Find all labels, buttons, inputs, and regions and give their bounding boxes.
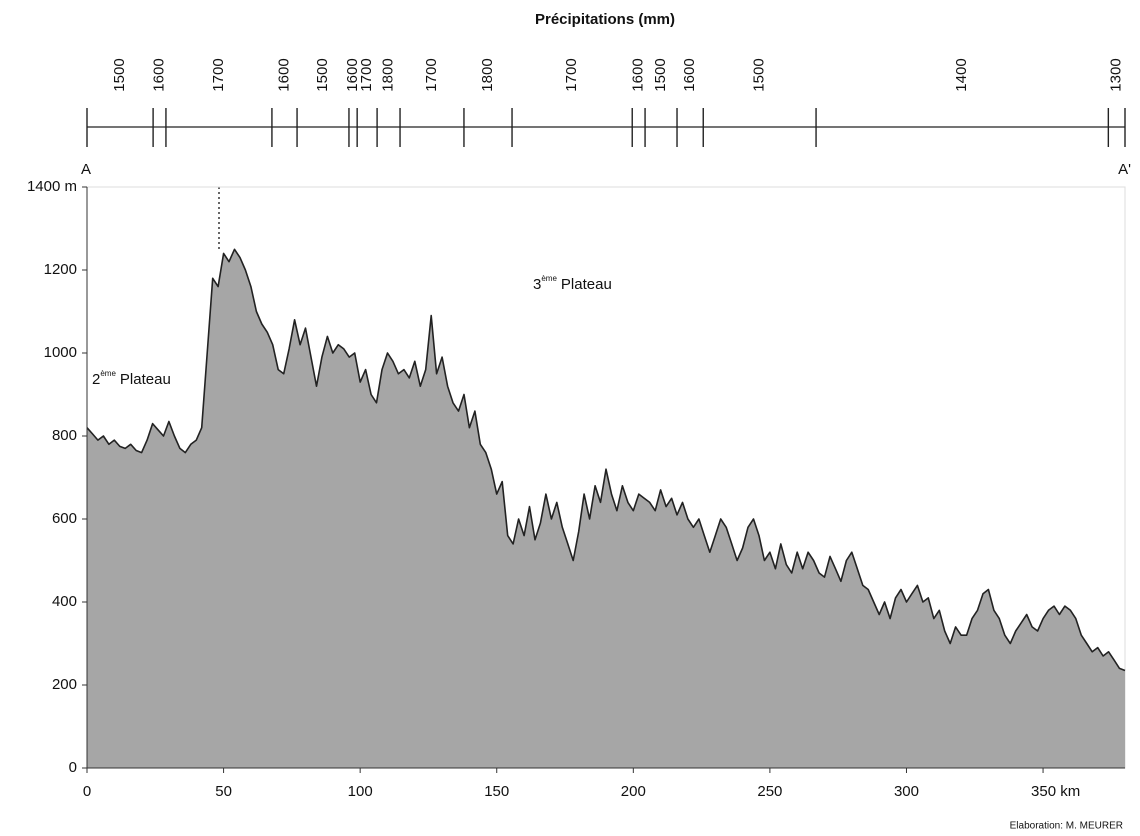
precipitation-label: 1600 (344, 58, 361, 91)
precipitation-label: 1500 (314, 58, 331, 91)
annotation-number: 2 (92, 371, 100, 388)
credit: Elaboration: M. MEURER (1010, 821, 1123, 832)
y-tick-label: 600 (52, 510, 77, 527)
precipitation-label: 1700 (423, 58, 440, 91)
x-tick-label: 200 (621, 783, 646, 800)
annotation: 3ème Plateau (533, 274, 612, 293)
y-tick-label: 1200 (44, 261, 77, 278)
precipitation-label: 1300 (1108, 58, 1125, 91)
annotation: 2ème Plateau (92, 369, 171, 388)
x-tick-label: 150 (484, 783, 509, 800)
y-tick-label: 1400 m (27, 178, 77, 195)
x-tick-label: 50 (215, 783, 232, 800)
precipitation-label: 1800 (380, 58, 397, 91)
y-tick-label: 200 (52, 676, 77, 693)
annotation-label: Plateau (561, 276, 612, 293)
x-tick-label: 250 (757, 783, 782, 800)
precipitation-label: 1800 (479, 58, 496, 91)
precipitation-label: 1700 (358, 58, 375, 91)
y-tick-label: 800 (52, 427, 77, 444)
precipitation-title: Précipitations (mm) (535, 11, 675, 28)
x-tick-label: 300 (894, 783, 919, 800)
precipitation-label: 1500 (751, 58, 768, 91)
precipitation-label: 1700 (563, 58, 580, 91)
precipitation-label: 1700 (210, 58, 227, 91)
elevation-line (86, 248, 1126, 672)
annotation-label: Plateau (120, 371, 171, 388)
precipitation-label: 1400 (953, 58, 970, 91)
precipitation-label: 1600 (681, 58, 698, 91)
precipitation-label: 1500 (111, 58, 128, 91)
elevation-area (87, 249, 1125, 769)
precipitation-label: 1600 (275, 58, 292, 91)
x-tick-label: 0 (83, 783, 91, 800)
x-tick-label: 350 km (1031, 783, 1080, 800)
precipitation-label: 1600 (150, 58, 167, 91)
y-tick-label: 1000 (44, 344, 77, 361)
precipitation-label: 1600 (630, 58, 647, 91)
y-tick-label: 0 (69, 759, 77, 776)
section-start-label: A (81, 161, 91, 178)
y-tick-label: 400 (52, 593, 77, 610)
precipitation-label: 1500 (652, 58, 669, 91)
section-end-label: A' (1118, 161, 1131, 178)
annotation-superscript: ème (100, 369, 116, 378)
x-tick-label: 100 (348, 783, 373, 800)
annotation-number: 3 (533, 276, 541, 293)
annotation-superscript: ème (541, 274, 557, 283)
